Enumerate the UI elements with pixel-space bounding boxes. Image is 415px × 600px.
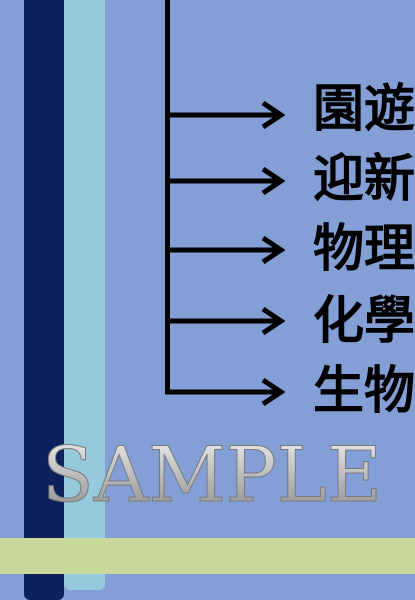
branch-label-1: 園遊 (313, 80, 415, 139)
tree-vertical-line (165, 0, 170, 394)
light-blue-side-band (64, 0, 105, 590)
navy-side-band (24, 0, 64, 600)
watermark-text: SAMPLE (42, 430, 382, 515)
branch-arrow-5 (165, 377, 285, 407)
branch-label-5: 生物 (313, 362, 415, 421)
sample-watermark: SAMPLE (42, 430, 383, 516)
green-footer-bar (0, 538, 415, 574)
branch-label-3: 物理 (313, 220, 415, 279)
branch-label-2: 迎新 (313, 150, 415, 209)
branch-arrow-1 (165, 100, 285, 130)
branch-label-4: 化學 (313, 292, 415, 351)
branch-arrow-4 (165, 306, 285, 336)
branch-arrow-3 (165, 235, 285, 265)
branch-arrow-2 (165, 166, 285, 196)
